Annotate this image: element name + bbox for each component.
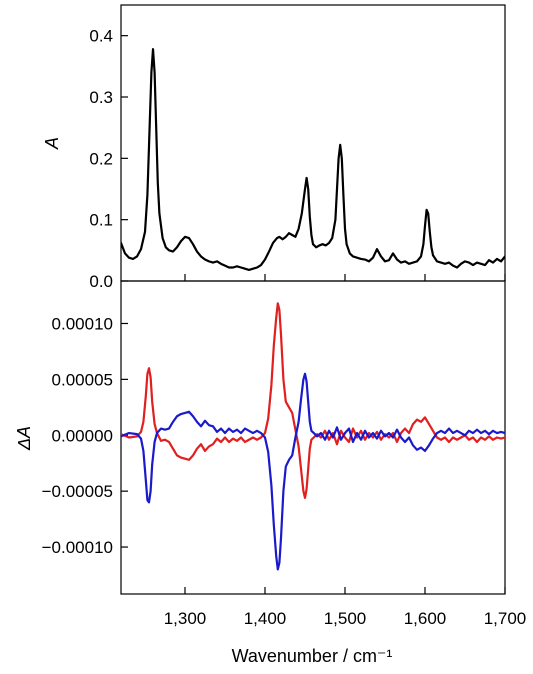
top-y-tick-label: 0.2	[89, 149, 113, 168]
x-tick-label: 1,300	[164, 609, 207, 628]
bottom-y-tick-label: −0.00010	[42, 538, 113, 557]
top-series-line-0	[121, 48, 505, 272]
top-y-tick-label: 0.1	[89, 211, 113, 230]
bottom-y-axis-title: ΔA	[14, 426, 34, 451]
bottom-series-line-0	[121, 302, 505, 499]
absorbance-panel: 0.0 0.1 0.2 0.3 0.4 A	[42, 4, 506, 291]
bottom-y-tick-label: 0.00000	[52, 426, 113, 445]
top-y-tick-label: 0.3	[89, 88, 113, 107]
bottom-series-line-1	[121, 372, 505, 571]
difference-panel: −0.00010 −0.00005 0.00000 0.00005 0.00010 1,3…	[14, 280, 527, 628]
bottom-y-tick-label: 0.00005	[52, 370, 113, 389]
bottom-y-tick-label: −0.00005	[42, 482, 113, 501]
top-y-tick-label: 0.4	[89, 27, 113, 46]
x-tick-label: 1,600	[404, 609, 447, 628]
top-y-tick-label: 0.0	[89, 272, 113, 291]
bottom-y-tick-label: 0.00010	[52, 314, 113, 333]
x-tick-label: 1,700	[484, 609, 527, 628]
x-tick-label: 1,500	[324, 609, 367, 628]
x-axis-title: Wavenumber / cm⁻¹	[232, 646, 393, 666]
top-y-axis-title: A	[42, 137, 62, 150]
x-tick-label: 1,400	[244, 609, 287, 628]
